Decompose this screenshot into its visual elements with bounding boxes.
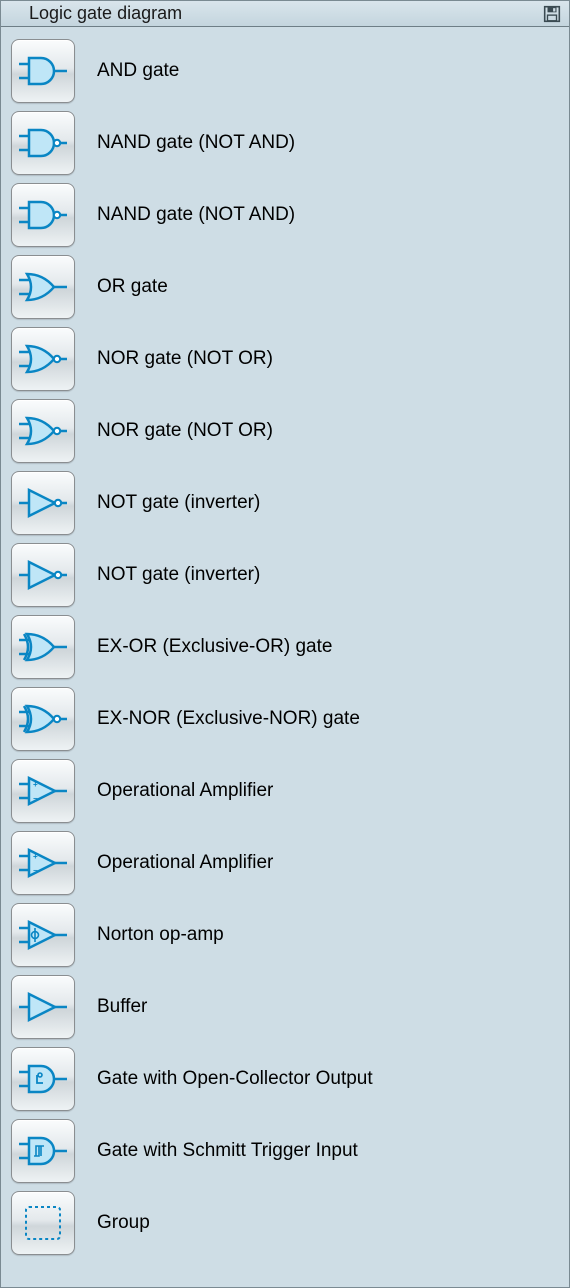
list-item: +−Operational Amplifier bbox=[11, 755, 559, 827]
list-item: EX-OR (Exclusive-OR) gate bbox=[11, 611, 559, 683]
list-item: +−Operational Amplifier bbox=[11, 827, 559, 899]
xor-gate-icon[interactable] bbox=[11, 615, 75, 679]
not-gate-icon[interactable] bbox=[11, 471, 75, 535]
gate-label: NOR gate (NOT OR) bbox=[97, 348, 273, 370]
svg-text:+: + bbox=[33, 852, 38, 861]
group-icon[interactable] bbox=[11, 1191, 75, 1255]
list-item: NOT gate (inverter) bbox=[11, 467, 559, 539]
list-item: NOT gate (inverter) bbox=[11, 539, 559, 611]
gate-label: Gate with Open-Collector Output bbox=[97, 1068, 373, 1090]
list-item: OR gate bbox=[11, 251, 559, 323]
list-item: AND gate bbox=[11, 35, 559, 107]
nand-gate-icon[interactable] bbox=[11, 111, 75, 175]
not-gate-icon[interactable] bbox=[11, 543, 75, 607]
logic-gate-panel: Logic gate diagram AND gate NAND gate (NO… bbox=[0, 0, 570, 1288]
gate-label: Operational Amplifier bbox=[97, 780, 273, 802]
list-item: NOR gate (NOT OR) bbox=[11, 323, 559, 395]
schmitt-trigger-gate-icon[interactable] bbox=[11, 1119, 75, 1183]
list-item: Buffer bbox=[11, 971, 559, 1043]
gate-label: Gate with Schmitt Trigger Input bbox=[97, 1140, 358, 1162]
save-icon[interactable] bbox=[543, 5, 561, 23]
gate-label: Buffer bbox=[97, 996, 147, 1018]
nand-gate-icon[interactable] bbox=[11, 183, 75, 247]
svg-text:+: + bbox=[33, 780, 38, 789]
svg-text:−: − bbox=[33, 866, 38, 875]
list-item: Group bbox=[11, 1187, 559, 1259]
gate-label: NAND gate (NOT AND) bbox=[97, 132, 295, 154]
list-item: Gate with Schmitt Trigger Input bbox=[11, 1115, 559, 1187]
gate-label: EX-NOR (Exclusive-NOR) gate bbox=[97, 708, 360, 730]
gate-label: NOT gate (inverter) bbox=[97, 564, 260, 586]
panel-title: Logic gate diagram bbox=[29, 3, 543, 24]
gate-label: NOR gate (NOT OR) bbox=[97, 420, 273, 442]
gate-label: NAND gate (NOT AND) bbox=[97, 204, 295, 226]
nor-gate-icon[interactable] bbox=[11, 399, 75, 463]
gate-label: Operational Amplifier bbox=[97, 852, 273, 874]
gate-label: EX-OR (Exclusive-OR) gate bbox=[97, 636, 332, 658]
list-item: NAND gate (NOT AND) bbox=[11, 179, 559, 251]
gate-label: NOT gate (inverter) bbox=[97, 492, 260, 514]
panel-titlebar: Logic gate diagram bbox=[1, 1, 569, 27]
list-item: Gate with Open-Collector Output bbox=[11, 1043, 559, 1115]
gate-label: Group bbox=[97, 1212, 150, 1234]
list-item: NAND gate (NOT AND) bbox=[11, 107, 559, 179]
list-item: Norton op-amp bbox=[11, 899, 559, 971]
svg-text:−: − bbox=[33, 794, 38, 803]
gate-label: AND gate bbox=[97, 60, 179, 82]
open-collector-gate-icon[interactable] bbox=[11, 1047, 75, 1111]
xnor-gate-icon[interactable] bbox=[11, 687, 75, 751]
or-gate-icon[interactable] bbox=[11, 255, 75, 319]
gate-list: AND gate NAND gate (NOT AND) NAND gate (NO… bbox=[1, 27, 569, 1287]
norton-opamp-icon[interactable] bbox=[11, 903, 75, 967]
list-item: NOR gate (NOT OR) bbox=[11, 395, 559, 467]
gate-label: Norton op-amp bbox=[97, 924, 224, 946]
list-item: EX-NOR (Exclusive-NOR) gate bbox=[11, 683, 559, 755]
opamp-icon[interactable]: +− bbox=[11, 831, 75, 895]
gate-label: OR gate bbox=[97, 276, 168, 298]
opamp-icon[interactable]: +− bbox=[11, 759, 75, 823]
and-gate-icon[interactable] bbox=[11, 39, 75, 103]
buffer-icon[interactable] bbox=[11, 975, 75, 1039]
nor-gate-icon[interactable] bbox=[11, 327, 75, 391]
